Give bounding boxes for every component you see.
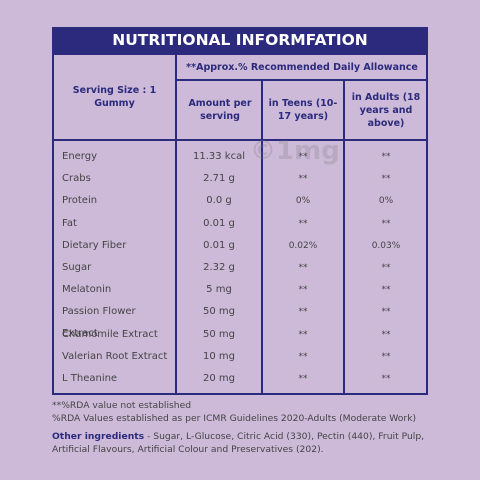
nutrient-value: 20 mg [203, 373, 235, 384]
other-ingredients-text: - Sugar, L-Glucose, Citric Acid (330), P… [52, 431, 425, 455]
nutrient-value: 10 mg [203, 350, 235, 362]
nutrient-value: ** [381, 329, 391, 340]
nutrient-value: 0.02% [288, 240, 318, 251]
title: NUTRITIONAL INFORMFATION [52, 27, 428, 53]
nutrient-name: Fat [62, 217, 77, 229]
rda-header: **Approx.% Recommended Daily Allowance [186, 61, 418, 73]
nutrient-value: ** [298, 374, 308, 384]
column-divider [343, 80, 345, 395]
nutrient-name: Crabs [62, 173, 91, 185]
nutrient-value: ** [298, 263, 308, 273]
nutrient-value: 0.0 g [206, 195, 232, 207]
nutrient-value: 11.33 kcal [192, 151, 245, 162]
nutrient-value: ** [381, 152, 391, 162]
column-header: in Teens (10-17 years) [268, 98, 338, 122]
nutrient-value: ** [381, 374, 391, 384]
nutrient-value: ** [381, 285, 391, 296]
nutrient-value: ** [381, 174, 391, 185]
column-divider [175, 53, 177, 395]
note: %RDA Values established as per ICMR Guid… [52, 413, 417, 424]
nutrient-name: Protein [62, 195, 98, 207]
nutrient-name: Valerian Root Extract [62, 350, 168, 362]
other-ingredients: Other ingredients - Sugar, L-Glucose, Ci… [52, 430, 432, 456]
nutrient-name: Dietary Fiber [62, 239, 127, 251]
nutrient-value: 0% [295, 196, 311, 207]
nutrient-name: Chamomile Extract [62, 328, 158, 340]
nutrient-name: Sugar [62, 262, 92, 273]
nutrient-value: ** [298, 152, 308, 162]
row-divider [176, 79, 428, 81]
nutrient-name: L Theanine [62, 373, 118, 384]
nutrient-value: ** [381, 218, 391, 229]
column-header: Amount per serving [188, 98, 252, 122]
nutrient-value: 2.71 g [203, 173, 235, 185]
column-divider [261, 80, 263, 395]
watermark: ©1mg [250, 136, 340, 166]
column-header: in Adults (18 years and above) [351, 91, 421, 129]
table-border [52, 53, 428, 395]
nutrient-value: ** [381, 351, 391, 362]
other-ingredients-label: Other ingredients [52, 431, 145, 442]
nutrient-value: 50 mg [203, 306, 235, 318]
nutrient-value: 50 mg [203, 328, 235, 340]
nutrient-value: 0.01 g [203, 217, 235, 229]
nutrient-value: ** [381, 307, 391, 318]
nutrient-name: Passion Flower Extract [62, 306, 136, 340]
nutrient-value: ** [298, 174, 308, 185]
nutrient-value: ** [298, 285, 308, 296]
nutrient-value: ** [381, 263, 391, 273]
nutrient-value: 0.03% [371, 240, 401, 251]
nutrient-value: 0.01 g [203, 239, 235, 251]
nutrient-name: Melatonin [62, 284, 112, 296]
nutrient-value: ** [298, 351, 308, 362]
nutrient-value: 5 mg [206, 284, 232, 296]
nutrient-name: Energy [62, 151, 98, 162]
nutrient-value: ** [298, 218, 308, 229]
serving-size: Serving Size : 1 Gummy [72, 85, 157, 109]
nutrient-value: 0% [378, 196, 394, 207]
row-divider [52, 139, 428, 141]
nutrient-value: 2.32 g [203, 262, 235, 273]
nutrient-value: ** [298, 329, 308, 340]
note: **%RDA value not established [52, 400, 192, 411]
nutrient-value: ** [298, 307, 308, 318]
